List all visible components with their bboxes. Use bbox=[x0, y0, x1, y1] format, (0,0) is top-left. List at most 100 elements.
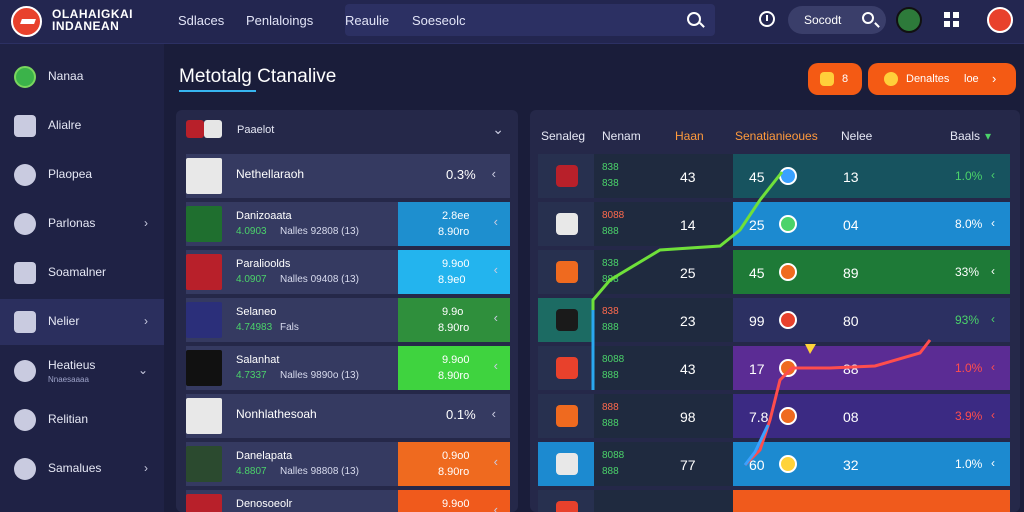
player-row[interactable]: Salanhat 4.7337 Nalles 9890o (13) 9.9o0 … bbox=[186, 346, 510, 390]
home-value: 43 bbox=[680, 169, 696, 185]
standings-row[interactable]: 8088 888 14 25 04 8.0% ‹ bbox=[538, 202, 1010, 246]
sidebar-item-5[interactable]: Soamalner bbox=[0, 250, 164, 296]
player-row[interactable]: Danelapata 4.8807 Nalles 98808 (13) 0.9o… bbox=[186, 442, 510, 486]
person-icon bbox=[14, 213, 36, 235]
search-input[interactable] bbox=[345, 4, 715, 36]
chevron-down-icon[interactable]: ▾ bbox=[985, 129, 992, 143]
club-crest-icon bbox=[556, 357, 578, 379]
column-header-5[interactable]: Nelee bbox=[841, 129, 873, 143]
chevron-left-icon[interactable]: ‹ bbox=[991, 216, 995, 230]
form-cell bbox=[594, 442, 733, 486]
standings-row[interactable] bbox=[538, 490, 1010, 512]
chevron-left-icon[interactable]: ‹ bbox=[991, 312, 995, 326]
stat-b: 88 bbox=[843, 361, 859, 377]
chevron-left-icon[interactable]: ‹ bbox=[493, 502, 498, 512]
stat-b: 80 bbox=[843, 313, 859, 329]
player-name: Paralioolds bbox=[236, 258, 291, 270]
form-top: 8088 bbox=[602, 354, 625, 365]
nav-item-2[interactable]: Penlaloings bbox=[246, 13, 314, 28]
chevron-left-icon[interactable]: ‹ bbox=[491, 166, 496, 181]
player-row[interactable]: Danizoaata 4.0903 Nalles 92808 (13) 2.8e… bbox=[186, 202, 510, 246]
sidebar-item-4[interactable]: Parlonas › bbox=[0, 201, 164, 247]
player-stat-cell: 9.9o0 8.90ro ‹ bbox=[398, 490, 510, 512]
brand-logo-icon[interactable] bbox=[11, 6, 42, 37]
quick-search-pill[interactable]: Socodt bbox=[788, 6, 886, 34]
stats-segment: 17 88 1.0% ‹ bbox=[733, 346, 1010, 390]
nav-item-3[interactable]: Reaulie bbox=[345, 13, 390, 28]
crest-cell bbox=[538, 442, 594, 486]
sidebar-item-6[interactable]: Nelier › bbox=[0, 299, 164, 345]
stat-percent: 1.0% bbox=[955, 457, 983, 471]
nav-item-1[interactable]: Sdlaces bbox=[178, 13, 225, 28]
chevron-left-icon[interactable]: ‹ bbox=[991, 408, 995, 422]
stat-top: 0.9o0 bbox=[442, 450, 470, 462]
standings-row[interactable]: 8088 888 77 60 32 1.0% ‹ bbox=[538, 442, 1010, 486]
chevron-left-icon[interactable]: ‹ bbox=[493, 358, 498, 373]
stat-top: 9.9o0 bbox=[442, 258, 470, 270]
column-header-3[interactable]: Haan bbox=[675, 129, 704, 143]
sidebar-item-2[interactable]: Alialre bbox=[0, 103, 164, 149]
chevron-left-icon[interactable]: ‹ bbox=[991, 456, 995, 470]
player-detail: Nalles 9890o (13) bbox=[280, 370, 359, 381]
standings-row[interactable]: 888 888 98 7.8 08 3.9% ‹ bbox=[538, 394, 1010, 438]
chevron-left-icon[interactable]: ‹ bbox=[491, 406, 496, 421]
tools-icon bbox=[14, 311, 36, 333]
user-avatar-icon[interactable] bbox=[896, 7, 922, 33]
chevron-left-icon[interactable]: ‹ bbox=[991, 360, 995, 374]
grid-menu-icon[interactable] bbox=[944, 12, 960, 28]
small-action-button[interactable]: 8 bbox=[808, 63, 862, 95]
standings-row[interactable]: 838 888 25 45 89 33% ‹ bbox=[538, 250, 1010, 294]
player-row[interactable]: Denosoeolr 4.0807 Nalles 09800 (13) 9.9o… bbox=[186, 490, 510, 512]
crest-cell bbox=[538, 490, 594, 512]
sidebar-item-9[interactable]: Samalues › bbox=[0, 446, 164, 492]
form-bottom: 888 bbox=[602, 466, 619, 477]
player-rating: 4.8807 bbox=[236, 466, 267, 477]
player-rating: 4.74983 bbox=[236, 322, 273, 333]
chevron-left-icon[interactable]: ‹ bbox=[493, 310, 498, 325]
stat-b: 04 bbox=[843, 217, 859, 233]
form-cell bbox=[594, 202, 733, 246]
sidebar-item-3[interactable]: Plaopea bbox=[0, 152, 164, 198]
stat-b: 32 bbox=[843, 457, 859, 473]
search-icon[interactable] bbox=[687, 12, 701, 26]
chevron-left-icon[interactable]: ‹ bbox=[493, 262, 498, 277]
details-button[interactable]: Denaltes loe › bbox=[868, 63, 1016, 95]
standings-row[interactable]: 838 838 43 45 13 1.0% ‹ bbox=[538, 154, 1010, 198]
ball-icon bbox=[779, 407, 797, 425]
sidebar-item-8[interactable]: Relitian bbox=[0, 397, 164, 443]
player-row[interactable]: Nethellaraoh 0.3% ‹ bbox=[186, 154, 510, 198]
player-row[interactable]: Nonhlathesoah 0.1% ‹ bbox=[186, 394, 510, 438]
ball-icon bbox=[779, 311, 797, 329]
stats-segment: 45 13 1.0% ‹ bbox=[733, 154, 1010, 198]
stat-a: 45 bbox=[749, 265, 765, 281]
player-name: Nonhlathesoah bbox=[236, 407, 317, 421]
sidebar-item-7[interactable]: Heatieus Nnaesaaaa ⌄ bbox=[0, 348, 164, 394]
standings-row[interactable]: 838 888 23 99 80 93% ‹ bbox=[538, 298, 1010, 342]
column-header-2[interactable]: Nenam bbox=[602, 129, 641, 143]
chevron-down-icon[interactable]: ⌄ bbox=[492, 121, 504, 137]
profile-avatar-icon[interactable] bbox=[987, 7, 1013, 33]
standings-row[interactable]: 8088 888 43 17 88 1.0% ‹ bbox=[538, 346, 1010, 390]
player-panel-header[interactable]: Paaelot ⌄ bbox=[176, 110, 518, 150]
brand-name[interactable]: OLAHAIGKAI INDANEAN bbox=[52, 8, 133, 32]
nav-item-4[interactable]: Soeseolc bbox=[412, 13, 466, 28]
home-value: 14 bbox=[680, 217, 696, 233]
chevron-left-icon[interactable]: ‹ bbox=[493, 454, 498, 469]
sidebar-item-1[interactable]: Nanaa bbox=[0, 54, 164, 100]
column-header-1[interactable]: Senaleg bbox=[541, 129, 586, 143]
sidebar-item-label: Parlonas bbox=[48, 216, 96, 230]
player-value: 0.1% bbox=[446, 407, 476, 422]
player-photo-icon bbox=[186, 446, 222, 482]
chevron-left-icon[interactable]: ‹ bbox=[991, 264, 995, 278]
player-row[interactable]: Paralioolds 4.0907 Nalles 09408 (13) 9.9… bbox=[186, 250, 510, 294]
crest-cell bbox=[538, 346, 594, 390]
column-header-4[interactable]: Senatianieoues bbox=[735, 129, 818, 143]
ball-icon bbox=[779, 359, 797, 377]
chevron-left-icon[interactable]: ‹ bbox=[493, 214, 498, 229]
column-header-6[interactable]: Baals bbox=[950, 129, 981, 143]
calendar-icon bbox=[14, 262, 36, 284]
player-row[interactable]: Selaneo 4.74983 Fals 9.9o 8.90ro ‹ bbox=[186, 298, 510, 342]
chevron-left-icon[interactable]: ‹ bbox=[991, 168, 995, 182]
stats-segment: 25 04 8.0% ‹ bbox=[733, 202, 1010, 246]
clock-icon[interactable] bbox=[759, 11, 775, 27]
